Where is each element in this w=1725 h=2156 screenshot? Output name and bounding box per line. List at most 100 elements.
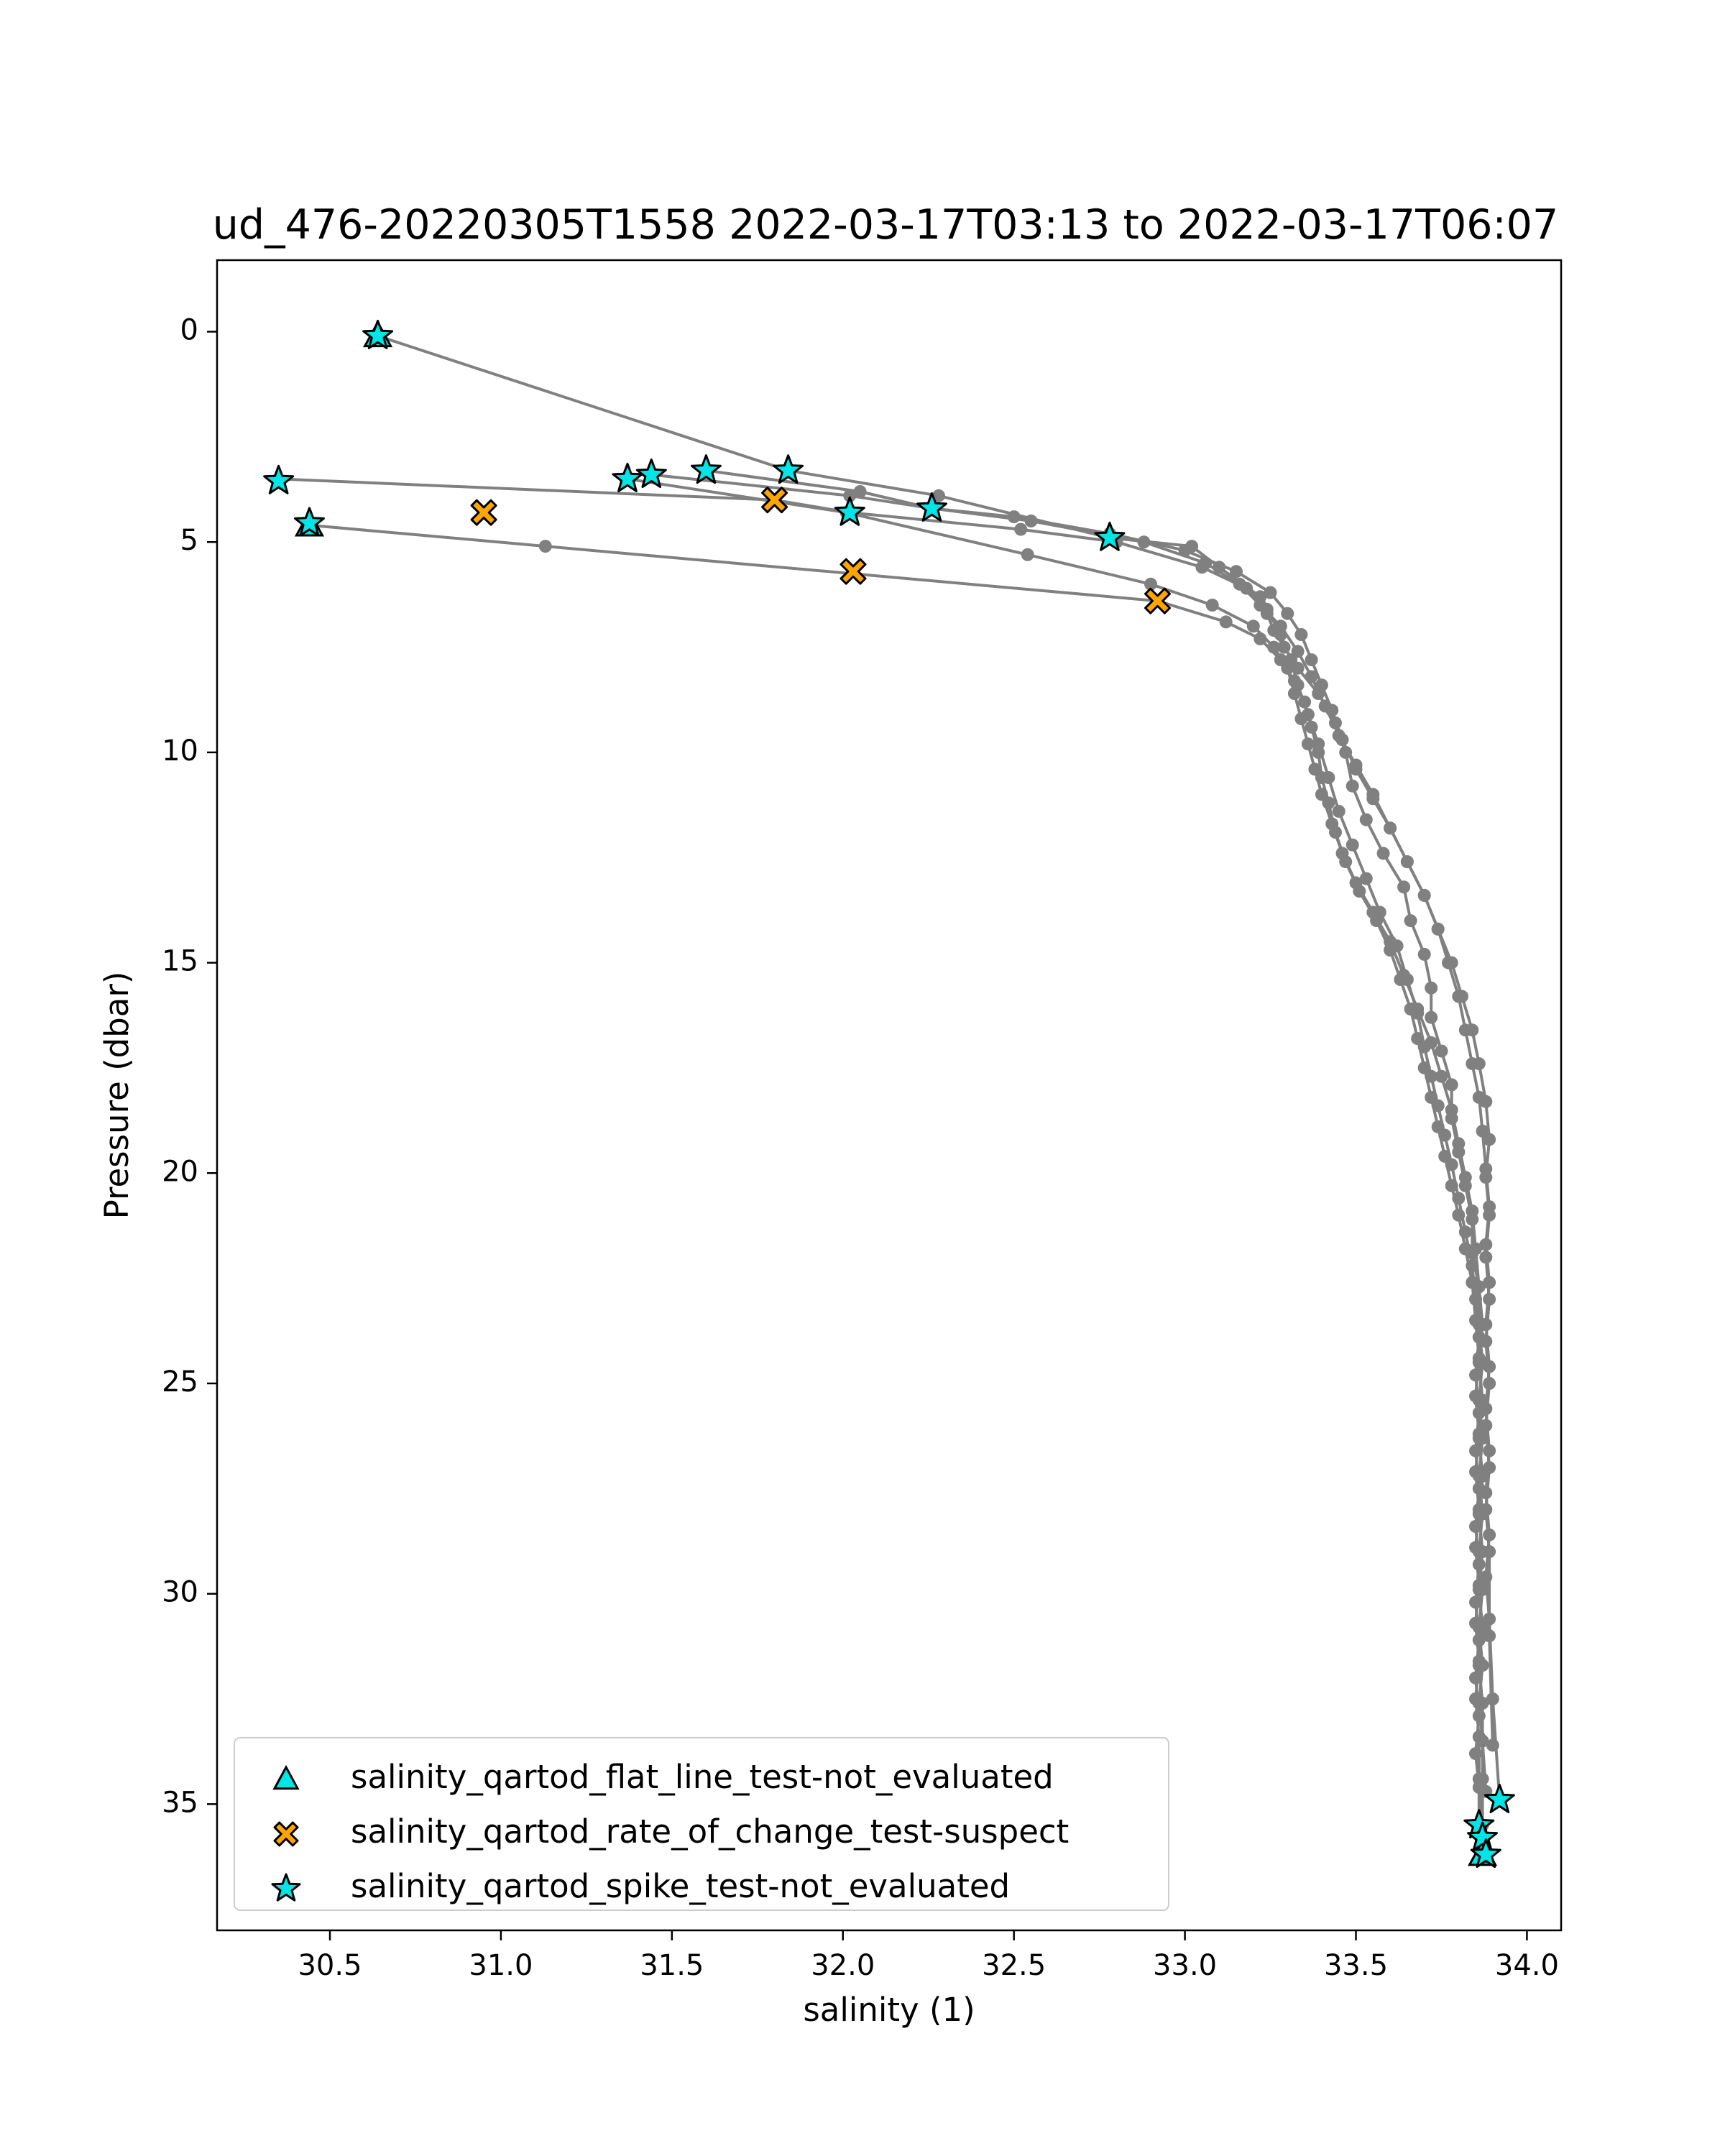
data-point <box>1400 855 1414 869</box>
data-point <box>1332 804 1346 818</box>
data-point <box>1301 737 1315 751</box>
data-point <box>1417 888 1431 902</box>
legend-label-spike: salinity_qartod_spike_test-not_evaluated <box>351 1867 1010 1905</box>
spike-flag-marker <box>773 454 804 484</box>
data-point <box>1021 548 1034 561</box>
legend-box <box>234 1737 1169 1911</box>
data-point <box>1472 1659 1486 1672</box>
x-tick-label: 33.5 <box>1324 1949 1388 1982</box>
data-point <box>1458 1171 1472 1184</box>
spike-flag-marker <box>691 454 722 484</box>
x-tick-label: 34.0 <box>1495 1949 1559 1982</box>
data-point <box>1438 1149 1452 1163</box>
data-point <box>1476 1734 1489 1748</box>
data-point <box>538 540 552 553</box>
spike-flag-marker <box>834 496 865 526</box>
data-point <box>1346 838 1359 852</box>
y-tick-label: 15 <box>162 945 198 978</box>
spike-flag-marker <box>635 459 667 488</box>
rate-of-change-flag-marker <box>1144 587 1171 614</box>
data-point <box>1472 1432 1486 1445</box>
data-point <box>1472 1557 1486 1571</box>
y-tick-label: 0 <box>180 314 198 347</box>
data-point <box>1466 1204 1479 1217</box>
profile-line <box>651 473 1501 1800</box>
data-point <box>1417 947 1431 961</box>
data-point <box>1417 1061 1431 1074</box>
data-point <box>1274 619 1287 633</box>
data-point <box>1476 1696 1489 1710</box>
data-point <box>1425 1036 1438 1049</box>
data-point <box>1483 1629 1496 1643</box>
spike-flag-marker <box>1467 1821 1498 1851</box>
data-point <box>1472 1057 1486 1071</box>
data-point <box>1479 1250 1493 1264</box>
plot-area <box>263 319 1515 1869</box>
data-point <box>1397 969 1411 982</box>
data-point <box>1483 1461 1496 1475</box>
chart-title: ud_476-20220305T1558 2022-03-17T03:13 to… <box>213 201 1558 249</box>
data-point <box>1308 763 1322 776</box>
data-point <box>1483 1377 1496 1390</box>
profile-6 <box>699 464 1499 1752</box>
profile-5 <box>645 468 1506 1807</box>
y-axis: 0 5 10 15 20 25 30 35 <box>162 314 217 1819</box>
data-point <box>1254 599 1267 612</box>
rate-of-change-flag-marker <box>470 499 497 526</box>
spike-flag-marker <box>1484 1784 1515 1813</box>
data-point <box>1452 1137 1466 1151</box>
data-point <box>1425 1010 1438 1024</box>
data-point <box>1219 615 1233 629</box>
x-tick-label: 31.5 <box>640 1949 704 1982</box>
profile-line <box>377 334 1488 1855</box>
data-point <box>1267 640 1281 654</box>
data-point <box>1014 522 1028 536</box>
data-point <box>1305 670 1318 683</box>
data-point <box>1431 1120 1445 1133</box>
data-point <box>1469 1242 1482 1256</box>
data-point <box>1425 1090 1438 1104</box>
spike-flag-marker <box>612 462 643 492</box>
data-point <box>853 485 867 498</box>
data-point <box>1246 619 1260 633</box>
data-point <box>1483 1545 1496 1559</box>
data-point <box>1479 1419 1493 1432</box>
legend-label-rate-of-change: salinity_qartod_rate_of_change_test-susp… <box>351 1812 1069 1851</box>
data-point <box>1298 695 1312 709</box>
legend-marker-rate-of-change <box>273 1821 299 1847</box>
data-point <box>1144 577 1157 591</box>
data-point <box>1425 981 1438 995</box>
y-tick-label: 30 <box>162 1576 198 1609</box>
rate-of-change-flag-marker <box>840 558 867 585</box>
data-point <box>1332 729 1346 742</box>
data-point <box>1325 817 1339 831</box>
data-point <box>1486 1738 1499 1752</box>
legend-markers <box>271 1764 301 1902</box>
y-axis-label: Pressure (dbar) <box>98 972 136 1220</box>
data-point <box>1359 813 1373 826</box>
data-point <box>1472 1280 1486 1294</box>
data-point <box>1384 821 1397 835</box>
y-tick-label: 25 <box>162 1365 198 1399</box>
data-point <box>1479 1095 1493 1108</box>
data-point <box>1137 535 1151 549</box>
flat-line-flag-markers <box>294 320 1498 1866</box>
data-point <box>1291 645 1305 658</box>
data-point <box>1384 935 1397 949</box>
data-point <box>1024 514 1038 528</box>
data-point <box>1445 1179 1458 1192</box>
data-point <box>1281 661 1294 675</box>
spike-flag-marker <box>362 319 394 349</box>
data-point <box>1294 628 1308 641</box>
data-point <box>1366 788 1380 801</box>
spike-flag-marker <box>1470 1838 1501 1869</box>
data-point <box>1411 1003 1425 1015</box>
profile-line <box>627 477 1488 1792</box>
data-point <box>1233 577 1246 591</box>
data-point <box>1294 712 1308 726</box>
data-point <box>1312 745 1325 759</box>
spike-flag-marker <box>916 492 947 522</box>
data-point <box>1205 599 1219 612</box>
spike-flag-markers <box>263 319 1515 1869</box>
